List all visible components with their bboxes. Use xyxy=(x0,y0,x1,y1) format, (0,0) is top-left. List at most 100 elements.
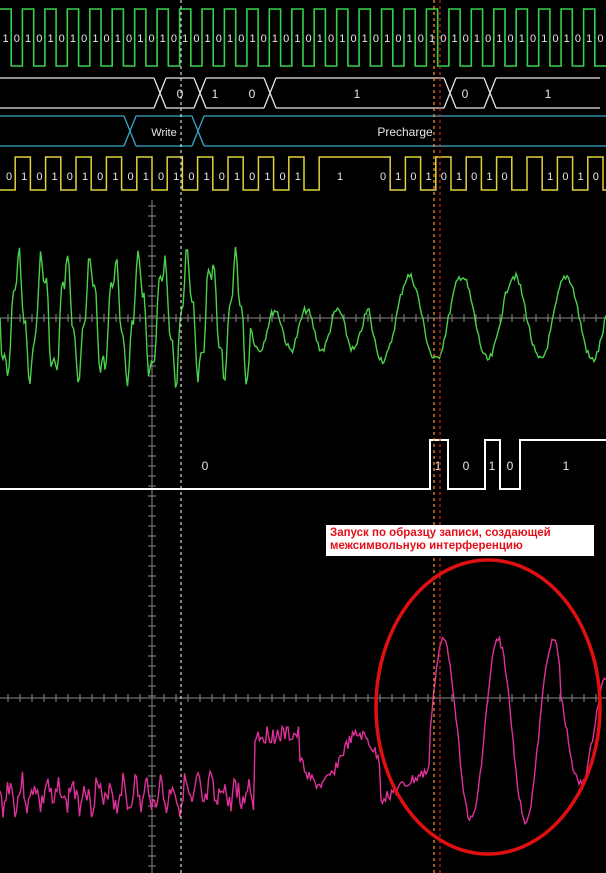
clock-bit-label: 0 xyxy=(328,33,334,45)
clock-bit-label: 1 xyxy=(429,33,435,45)
clock-bit-label: 0 xyxy=(440,33,446,45)
clock-bit-label: 1 xyxy=(339,33,345,45)
clock-bit-label: 1 xyxy=(92,33,98,45)
annotation-line-2: межсимвольную интерференцию xyxy=(330,540,523,552)
dq-bit-label: 0 xyxy=(280,171,286,183)
annotation-callout: Запуск по образцу записи, создающей межс… xyxy=(326,525,594,556)
dq-bit-label: 1 xyxy=(21,171,27,183)
clock-bit-label: 1 xyxy=(137,33,143,45)
clock-bit-label: 0 xyxy=(261,33,267,45)
clock-bit-label: 1 xyxy=(362,33,368,45)
dq-bit-label: 1 xyxy=(264,171,270,183)
dq-bit-label: 1 xyxy=(82,171,88,183)
dq-bit-label: 1 xyxy=(395,171,401,183)
dq-signal xyxy=(0,156,606,191)
clock-bit-label: 0 xyxy=(81,33,87,45)
clock-bit-label: 1 xyxy=(272,33,278,45)
bus-label: 0 xyxy=(249,87,256,101)
dq-bit-label: 1 xyxy=(456,171,462,183)
clock-bit-label: 0 xyxy=(373,33,379,45)
dq-bit-label: 0 xyxy=(593,171,599,183)
clock-bit-label: 0 xyxy=(148,33,154,45)
dq-bit-label: 1 xyxy=(234,171,240,183)
highlight-circle xyxy=(374,558,602,856)
bus-label: 1 xyxy=(212,87,219,101)
dq-bit-label: 0 xyxy=(502,171,508,183)
dq-bit-label: 1 xyxy=(578,171,584,183)
clock-bit-label: 0 xyxy=(14,33,20,45)
dq-bit-label: 1 xyxy=(295,171,301,183)
dq-bit-label: 1 xyxy=(486,171,492,183)
dq-bit-label: 0 xyxy=(6,171,12,183)
clock-bit-label: 0 xyxy=(552,33,558,45)
dq-bit-label: 0 xyxy=(158,171,164,183)
digital-label: 0 xyxy=(463,459,470,473)
pink-waveform xyxy=(0,635,606,826)
dq-bit-label: 1 xyxy=(173,171,179,183)
dq-bit-label: 0 xyxy=(188,171,194,183)
clock-bit-label: 0 xyxy=(508,33,514,45)
clock-bit-label: 0 xyxy=(418,33,424,45)
clock-bit-label: 1 xyxy=(586,33,592,45)
digital-label: 0 xyxy=(507,459,514,473)
dq-bit-label: 1 xyxy=(52,171,58,183)
clock-bit-label: 1 xyxy=(160,33,166,45)
dq-bit-label: 0 xyxy=(249,171,255,183)
clock-bit-label: 0 xyxy=(283,33,289,45)
dq-bit-label: 1 xyxy=(547,171,553,183)
dq-bit-label: 1 xyxy=(426,171,432,183)
clock-bit-label: 1 xyxy=(384,33,390,45)
clock-bit-label: 1 xyxy=(451,33,457,45)
analog-waveform-green xyxy=(0,246,606,388)
clock-bit-label: 1 xyxy=(3,33,9,45)
digital-label: 0 xyxy=(202,459,209,473)
clock-bit-label: 1 xyxy=(205,33,211,45)
annotation-line-1: Запуск по образцу записи, создающей xyxy=(330,527,551,539)
clock-bit-label: 1 xyxy=(317,33,323,45)
clock-bit-label: 1 xyxy=(25,33,31,45)
command-signal xyxy=(0,115,606,147)
clock-bit-label: 1 xyxy=(541,33,547,45)
dq-bit-label: 0 xyxy=(562,171,568,183)
dq-bit-label: 1 xyxy=(337,171,343,183)
clock-bit-label: 1 xyxy=(70,33,76,45)
clock-bit-label: 0 xyxy=(171,33,177,45)
clock-bit-label: 0 xyxy=(36,33,42,45)
clock-bit-label: 0 xyxy=(193,33,199,45)
digital-signal xyxy=(0,439,606,490)
command-bus-trace: Write Precharge xyxy=(0,115,606,147)
bus-label: 0 xyxy=(177,87,184,101)
clock-signal xyxy=(0,8,606,67)
clock-bit-label: 0 xyxy=(238,33,244,45)
clock-bit-label: 0 xyxy=(350,33,356,45)
dq-bit-label: 0 xyxy=(410,171,416,183)
dq-bit-label: 0 xyxy=(219,171,225,183)
clock-bit-label: 1 xyxy=(496,33,502,45)
command-label-write: Write xyxy=(151,127,176,139)
analog-waveform-pink xyxy=(0,635,606,826)
clock-bit-label: 1 xyxy=(227,33,233,45)
dq-bit-label: 0 xyxy=(441,171,447,183)
address-bus-trace: 0 1 0 1 0 1 xyxy=(0,77,600,109)
dq-bit-label: 0 xyxy=(67,171,73,183)
clock-bit-label: 1 xyxy=(115,33,121,45)
clock-bit-label: 0 xyxy=(216,33,222,45)
digital-label: 1 xyxy=(563,459,570,473)
dq-bit-label: 1 xyxy=(204,171,210,183)
command-label-precharge: Precharge xyxy=(377,125,433,139)
time-cursors xyxy=(180,0,441,873)
dq-bit-label: 0 xyxy=(36,171,42,183)
bus-signal xyxy=(0,77,600,109)
green-waveform xyxy=(0,246,606,388)
clock-bit-label: 0 xyxy=(306,33,312,45)
clock-bit-label: 1 xyxy=(564,33,570,45)
dq-bit-label: 0 xyxy=(380,171,386,183)
dq-bit-label: 0 xyxy=(128,171,134,183)
clock-bit-label: 0 xyxy=(575,33,581,45)
clock-bit-label: 0 xyxy=(395,33,401,45)
clock-bit-label: 1 xyxy=(519,33,525,45)
clock-bit-label: 1 xyxy=(294,33,300,45)
